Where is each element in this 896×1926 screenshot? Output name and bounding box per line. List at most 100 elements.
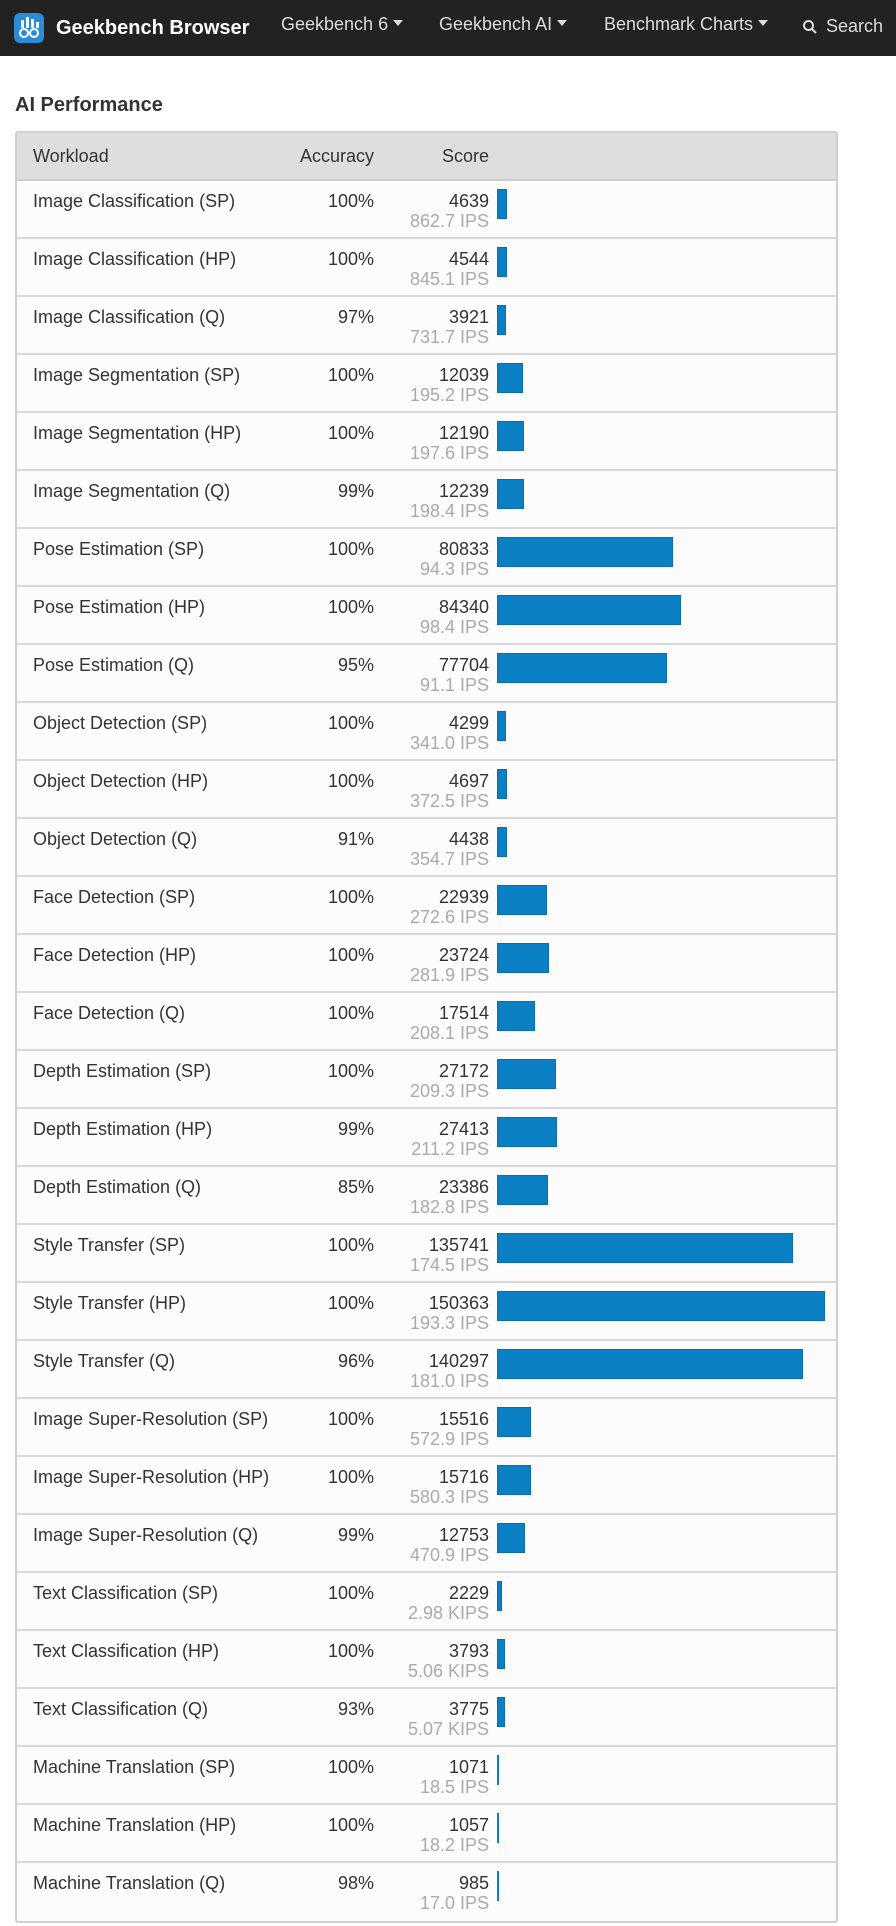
ips-value: 91.1 IPS: [419, 675, 489, 695]
score-value: 15516: [438, 1409, 489, 1429]
search-label: Search: [826, 16, 884, 36]
score-bar: [497, 1233, 793, 1263]
workload-name: Text Classification (HP): [33, 1641, 220, 1661]
accuracy-value: 100%: [327, 1003, 374, 1023]
ips-value: 197.6 IPS: [409, 443, 489, 463]
menu-benchmark-charts-label: Benchmark Charts: [604, 14, 754, 34]
menu-benchmark-charts[interactable]: Benchmark Charts: [604, 14, 769, 35]
table-row: Depth Estimation (SP) 100% 27172 209.3 IPS: [17, 1051, 836, 1109]
score-value: 135741: [428, 1235, 489, 1255]
table-row: Style Transfer (HP) 100% 150363 193.3 IPS: [17, 1283, 836, 1341]
workload-name: Face Detection (Q): [33, 1003, 186, 1023]
ips-value: 182.8 IPS: [409, 1197, 489, 1217]
score-bar: [497, 189, 507, 219]
score-value: 1057: [448, 1815, 489, 1835]
accuracy-value: 100%: [327, 423, 374, 443]
workload-name: Image Classification (HP): [33, 249, 237, 269]
table-row: Face Detection (Q) 100% 17514 208.1 IPS: [17, 993, 836, 1051]
accuracy-value: 98%: [337, 1873, 374, 1893]
menu-geekbench-ai[interactable]: Geekbench AI: [439, 14, 568, 35]
ips-value: 731.7 IPS: [409, 327, 489, 347]
ips-value: 580.3 IPS: [409, 1487, 489, 1507]
workload-name: Object Detection (HP): [33, 771, 209, 791]
ips-value: 94.3 IPS: [419, 559, 489, 579]
brand-link[interactable]: Geekbench Browser: [14, 11, 249, 45]
ai-performance-table: Workload Accuracy Score Image Classifica…: [15, 131, 838, 1923]
accuracy-value: 100%: [327, 539, 374, 559]
table-header: Workload Accuracy Score: [17, 133, 836, 181]
accuracy-value: 100%: [327, 1757, 374, 1777]
workload-name: Pose Estimation (SP): [33, 539, 205, 559]
workload-name: Machine Translation (SP): [33, 1757, 236, 1777]
workload-name: Object Detection (Q): [33, 829, 198, 849]
header-score: Score: [441, 146, 489, 166]
score-value: 1071: [448, 1757, 489, 1777]
accuracy-value: 100%: [327, 1235, 374, 1255]
ips-value: 17.0 IPS: [419, 1893, 489, 1913]
table-row: Image Super-Resolution (SP) 100% 15516 572.…: [17, 1399, 836, 1457]
ips-value: 5.07 KIPS: [407, 1719, 489, 1739]
score-value: 4697: [448, 771, 489, 791]
score-bar: [497, 1059, 556, 1089]
table-row: Pose Estimation (HP) 100% 84340 98.4 IPS: [17, 587, 836, 645]
score-value: 77704: [438, 655, 489, 675]
ips-value: 181.0 IPS: [409, 1371, 489, 1391]
top-navbar: Geekbench Browser Geekbench 6 Geekbench …: [0, 0, 896, 56]
accuracy-value: 100%: [327, 191, 374, 211]
score-bar: [497, 595, 681, 625]
accuracy-value: 100%: [327, 1815, 374, 1835]
accuracy-value: 100%: [327, 365, 374, 385]
table-row: Pose Estimation (Q) 95% 77704 91.1 IPS: [17, 645, 836, 703]
menu-geekbench-6[interactable]: Geekbench 6: [281, 14, 404, 35]
score-bar: [497, 1001, 535, 1031]
workload-name: Image Classification (Q): [33, 307, 226, 327]
score-bar: [497, 1697, 505, 1727]
table-row: Image Classification (HP) 100% 4544 845.1 I…: [17, 239, 836, 297]
score-bar: [497, 885, 547, 915]
workload-name: Text Classification (SP): [33, 1583, 219, 1603]
score-bar: [497, 1291, 825, 1321]
score-value: 12239: [438, 481, 489, 501]
table-body: Image Classification (SP) 100% 4639 862.7 I…: [17, 181, 836, 1921]
score-bar: [497, 653, 667, 683]
accuracy-value: 99%: [337, 1525, 374, 1545]
table-row: Image Super-Resolution (HP) 100% 15716 580.…: [17, 1457, 836, 1515]
accuracy-value: 100%: [327, 1293, 374, 1313]
ips-value: 174.5 IPS: [409, 1255, 489, 1275]
score-bar: [497, 1523, 525, 1553]
accuracy-value: 100%: [327, 771, 374, 791]
workload-name: Pose Estimation (HP): [33, 597, 206, 617]
score-bar: [497, 1581, 502, 1611]
table-row: Image Classification (SP) 100% 4639 862.7 I…: [17, 181, 836, 239]
score-bar: [497, 363, 523, 393]
table-row: Image Super-Resolution (Q) 99% 12753 470.9 …: [17, 1515, 836, 1573]
ips-value: 211.2 IPS: [411, 1139, 489, 1159]
accuracy-value: 100%: [327, 1467, 374, 1487]
accuracy-value: 97%: [337, 307, 374, 327]
workload-name: Pose Estimation (Q): [33, 655, 195, 675]
score-value: 3775: [448, 1699, 489, 1719]
accuracy-value: 93%: [337, 1699, 374, 1719]
accuracy-value: 100%: [327, 1583, 374, 1603]
search-link[interactable]: Search: [802, 16, 883, 37]
ips-value: 272.6 IPS: [409, 907, 489, 927]
score-bar: [497, 1407, 531, 1437]
score-bar: [497, 827, 507, 857]
workload-name: Depth Estimation (HP): [33, 1119, 213, 1139]
workload-name: Style Transfer (SP): [33, 1235, 186, 1255]
accuracy-value: 100%: [327, 597, 374, 617]
brand-name: Geekbench Browser: [56, 16, 250, 39]
ips-value: 862.7 IPS: [409, 211, 489, 231]
score-bar: [497, 537, 673, 567]
accuracy-value: 96%: [337, 1351, 374, 1371]
accuracy-value: 100%: [327, 1061, 374, 1081]
menu-geekbench-6-label: Geekbench 6: [281, 14, 389, 34]
score-bar: [497, 1465, 531, 1495]
workload-name: Style Transfer (HP): [33, 1293, 187, 1313]
ips-value: 470.9 IPS: [409, 1545, 489, 1565]
table-row: Object Detection (HP) 100% 4697 372.5 IPS: [17, 761, 836, 819]
workload-name: Depth Estimation (SP): [33, 1061, 212, 1081]
score-value: 3921: [448, 307, 489, 327]
score-value: 84340: [438, 597, 489, 617]
geekbench-logo-icon: [14, 13, 44, 43]
